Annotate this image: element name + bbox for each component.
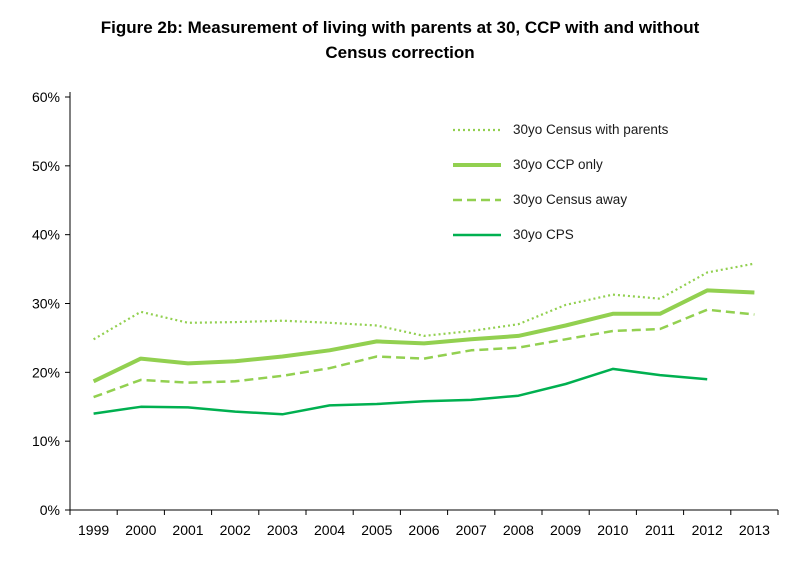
- chart-title: Figure 2b: Measurement of living with pa…: [100, 18, 700, 62]
- x-tick-label: 2002: [220, 522, 251, 538]
- legend-label: 30yo Census with parents: [513, 122, 669, 137]
- legend: 30yo Census with parents 30yo CCP only 3…: [452, 112, 668, 252]
- x-tick-label: 2011: [645, 522, 675, 538]
- series-line-3: [93, 367, 708, 416]
- series-line-1: [92, 288, 755, 384]
- x-tick-label: 2000: [125, 522, 156, 538]
- line-chart: 0% 10% 20% 30% 40% 50% 60% 1999 2000 2001 2002 2003…: [32, 89, 779, 538]
- y-tick-label: 20%: [32, 364, 60, 380]
- series-line-0: [93, 262, 755, 341]
- legend-label: 30yo CPS: [513, 227, 574, 242]
- legend-item-cps: 30yo CPS: [452, 217, 668, 252]
- legend-label: 30yo CCP only: [513, 157, 603, 172]
- x-tick-label: 2013: [739, 522, 770, 538]
- legend-item-census-away: 30yo Census away: [452, 182, 668, 217]
- legend-line-sample-dashed: [453, 198, 501, 201]
- x-tick-label: 2007: [456, 522, 487, 538]
- x-tick-label: 2004: [314, 522, 345, 538]
- y-tick-label: 50%: [32, 158, 60, 174]
- legend-label: 30yo Census away: [513, 192, 628, 207]
- y-tick-label: 10%: [32, 433, 60, 449]
- x-tick-label: 2009: [550, 522, 581, 538]
- legend-line-sample-solid-thick: [453, 162, 501, 167]
- x-tick-label: 2005: [361, 522, 392, 538]
- x-tick-label: 2008: [503, 522, 534, 538]
- y-tick-label: 30%: [32, 296, 60, 312]
- x-tick-label: 2012: [692, 522, 723, 538]
- y-tick-label: 0%: [40, 502, 60, 518]
- legend-item-census-with-parents: 30yo Census with parents: [452, 112, 668, 147]
- legend-item-ccp-only: 30yo CCP only: [452, 147, 668, 182]
- y-tick-label: 40%: [32, 227, 60, 243]
- legend-line-sample-dotted: [453, 128, 501, 131]
- series-line-2: [93, 308, 755, 399]
- x-tick-label: 2010: [597, 522, 628, 538]
- x-tick-label: 2006: [408, 522, 439, 538]
- x-tick-label: 1999: [78, 522, 109, 538]
- x-tick-label: 2001: [172, 522, 203, 538]
- legend-line-sample-solid: [453, 233, 501, 236]
- x-tick-label: 2003: [267, 522, 298, 538]
- y-tick-label: 60%: [32, 89, 60, 105]
